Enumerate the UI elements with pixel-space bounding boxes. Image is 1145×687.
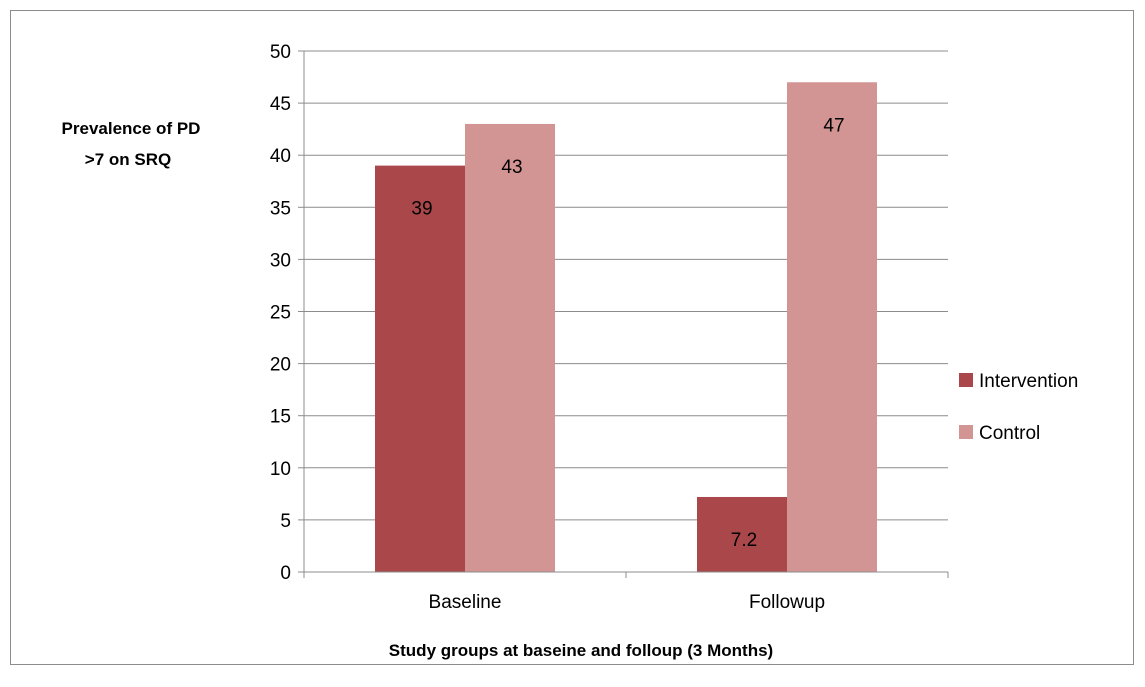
data-label: 47 bbox=[823, 115, 844, 136]
y-tick-label: 5 bbox=[280, 511, 291, 532]
x-tick-label: Followup bbox=[749, 592, 825, 613]
axes bbox=[303, 51, 949, 578]
y-tick-label: 0 bbox=[280, 563, 291, 584]
legend-swatch-control bbox=[959, 425, 973, 439]
y-tick-label: 45 bbox=[270, 94, 291, 115]
legend-swatch-intervention bbox=[959, 373, 973, 387]
chart-frame: 0 5 10 15 20 25 30 35 40 45 50 Baseline Followup 39… bbox=[10, 10, 1134, 665]
y-tick-labels: 0 5 10 15 20 25 30 35 40 45 50 bbox=[270, 42, 291, 584]
legend-label-control: Control bbox=[979, 423, 1040, 444]
bar-chart: 0 5 10 15 20 25 30 35 40 45 50 Baseline Followup 39… bbox=[62, 42, 1079, 660]
legend: Intervention Control bbox=[959, 371, 1078, 444]
bar-intervention-baseline bbox=[375, 165, 465, 572]
data-labels: 39 43 7.2 47 bbox=[411, 115, 844, 551]
y-tick-label: 25 bbox=[270, 303, 291, 324]
y-tick-label: 15 bbox=[270, 407, 291, 428]
bars bbox=[375, 82, 877, 572]
x-tick-labels: Baseline Followup bbox=[429, 592, 825, 613]
bar-control-followup bbox=[787, 82, 877, 572]
data-label: 43 bbox=[501, 157, 522, 178]
data-label: 7.2 bbox=[731, 530, 757, 551]
y-tick-label: 40 bbox=[270, 146, 291, 167]
y-tick-label: 50 bbox=[270, 42, 291, 63]
x-tick-label: Baseline bbox=[429, 592, 502, 613]
y-tick-label: 20 bbox=[270, 355, 291, 376]
x-axis-title: Study groups at baseine and folloup (3 M… bbox=[389, 641, 773, 660]
y-axis-title-line-2: >7 on SRQ bbox=[85, 150, 171, 169]
y-axis-title-line-1: Prevalence of PD bbox=[62, 119, 201, 138]
bar-control-baseline bbox=[465, 123, 555, 572]
bar-intervention-followup bbox=[697, 496, 787, 572]
y-tick-label: 10 bbox=[270, 459, 291, 480]
y-tick-label: 35 bbox=[270, 198, 291, 219]
data-label: 39 bbox=[411, 199, 432, 220]
legend-label-intervention: Intervention bbox=[979, 371, 1078, 392]
y-tick-label: 30 bbox=[270, 250, 291, 271]
